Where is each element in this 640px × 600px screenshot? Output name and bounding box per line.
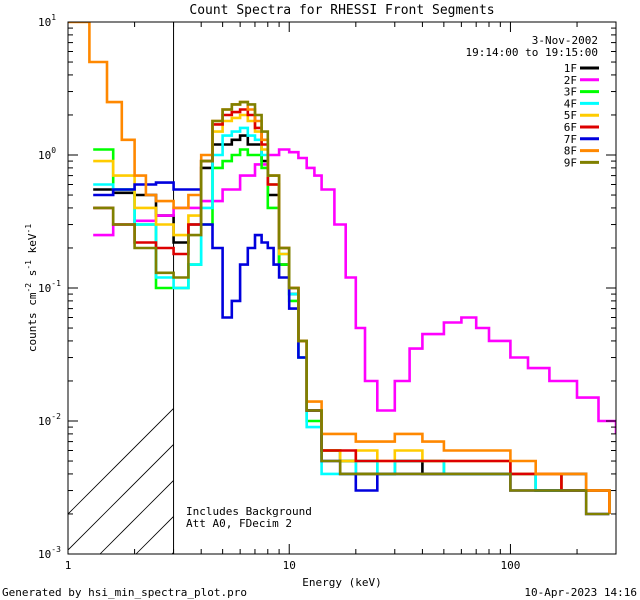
annotation-attenuator: Att A0, FDecim 2 bbox=[186, 517, 292, 530]
date-label: 3-Nov-2002 bbox=[532, 34, 598, 47]
hatch-stroke bbox=[68, 443, 174, 551]
series-line-6F bbox=[93, 108, 611, 514]
legend-label: 7F bbox=[564, 133, 577, 146]
x-tick-label: 1 bbox=[65, 559, 72, 572]
series-line-4F bbox=[93, 126, 611, 514]
y-tick-label: 101 bbox=[38, 13, 56, 29]
legend-label: 4F bbox=[564, 97, 577, 110]
series-line-1F bbox=[93, 134, 611, 514]
legend-label: 9F bbox=[564, 156, 577, 169]
series-line-7F bbox=[93, 181, 610, 516]
y-axis-label: counts cm-2 s-1 keV-1 bbox=[24, 224, 39, 352]
series-line-8F bbox=[68, 22, 611, 514]
legend-label: 1F bbox=[564, 62, 577, 75]
hatch-stroke bbox=[68, 407, 174, 515]
y-tick-label: 100 bbox=[38, 146, 56, 162]
y-tick-label: 10-2 bbox=[38, 412, 61, 428]
legend-label: 3F bbox=[564, 86, 577, 99]
x-tick-label: 10 bbox=[283, 559, 296, 572]
series-line-3F bbox=[93, 148, 611, 514]
footer-generator: Generated by hsi_min_spectra_plot.pro bbox=[2, 586, 247, 599]
legend-label: 8F bbox=[564, 145, 577, 158]
y-tick-label: 10-1 bbox=[38, 279, 61, 295]
series-line-9F bbox=[93, 100, 610, 516]
x-axis-label: Energy (keV) bbox=[302, 576, 381, 589]
series-line-2F bbox=[93, 148, 616, 434]
footer-timestamp: 10-Apr-2023 14:16 bbox=[524, 586, 637, 599]
chart-title: Count Spectra for RHESSI Front Segments bbox=[189, 3, 494, 18]
annotation-background: Includes Background bbox=[186, 505, 312, 518]
legend-label: 5F bbox=[564, 109, 577, 122]
time-range-label: 19:14:00 to 19:15:00 bbox=[466, 46, 598, 59]
hatched-region bbox=[68, 407, 174, 554]
legend-label: 6F bbox=[564, 121, 577, 134]
series-line-5F bbox=[93, 113, 611, 514]
legend-label: 2F bbox=[564, 74, 577, 87]
x-tick-label: 100 bbox=[501, 559, 521, 572]
y-tick-label: 10-3 bbox=[38, 545, 61, 561]
